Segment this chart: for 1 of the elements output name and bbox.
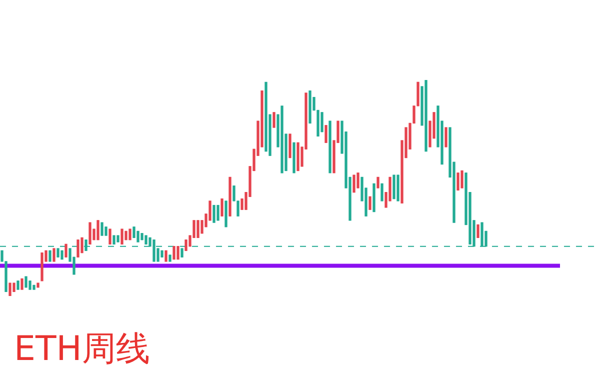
text: ETH周线 bbox=[14, 329, 150, 368]
